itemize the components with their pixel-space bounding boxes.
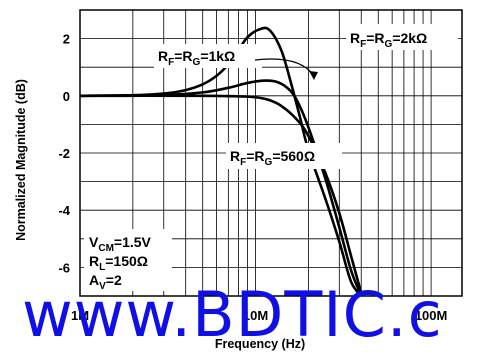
condition-av: AV=2 — [89, 272, 122, 292]
x-axis-label: Frequency (Hz) — [215, 337, 305, 351]
y-tick-label: -4 — [58, 203, 70, 218]
watermark: www.BDTIC.c — [22, 278, 443, 351]
y-tick-label: 2 — [63, 32, 70, 47]
annotation-1k: RF=RG=1kΩ — [154, 44, 262, 68]
y-tick-labels: 2 0 -2 -4 -6 — [58, 32, 70, 276]
series-line-0 — [79, 26, 363, 297]
annotation-560: RF=RG=560Ω — [226, 143, 342, 169]
annotation-1k-arrow — [254, 58, 318, 80]
curves — [79, 26, 363, 297]
series-line-1 — [79, 79, 363, 297]
condition-rl: RL=150Ω — [89, 253, 148, 273]
svg-text:RF=RG=560Ω: RF=RG=560Ω — [230, 148, 315, 168]
plot-frame — [79, 9, 463, 297]
y-axis-label: Normalized Magnitude (dB) — [14, 79, 28, 241]
annotation-2k: RF=RG=2kΩ — [346, 24, 458, 50]
x-tick-labels: 1M 10M 100M — [71, 308, 447, 323]
series-line-2 — [79, 94, 363, 294]
y-tick-label: -2 — [58, 146, 70, 161]
x-tick-label: 1M — [71, 308, 89, 323]
x-tick-label: 100M — [415, 308, 448, 323]
conditions: VCM=1.5V RL=150Ω AV=2 — [84, 229, 172, 292]
y-tick-label: 0 — [63, 89, 70, 104]
x-tick-label: 10M — [243, 308, 268, 323]
svg-text:RF=RG=2kΩ: RF=RG=2kΩ — [350, 30, 427, 50]
condition-vcm: VCM=1.5V — [89, 234, 152, 254]
y-tick-label: -6 — [58, 260, 70, 275]
svg-text:RF=RG=1kΩ: RF=RG=1kΩ — [158, 48, 235, 68]
